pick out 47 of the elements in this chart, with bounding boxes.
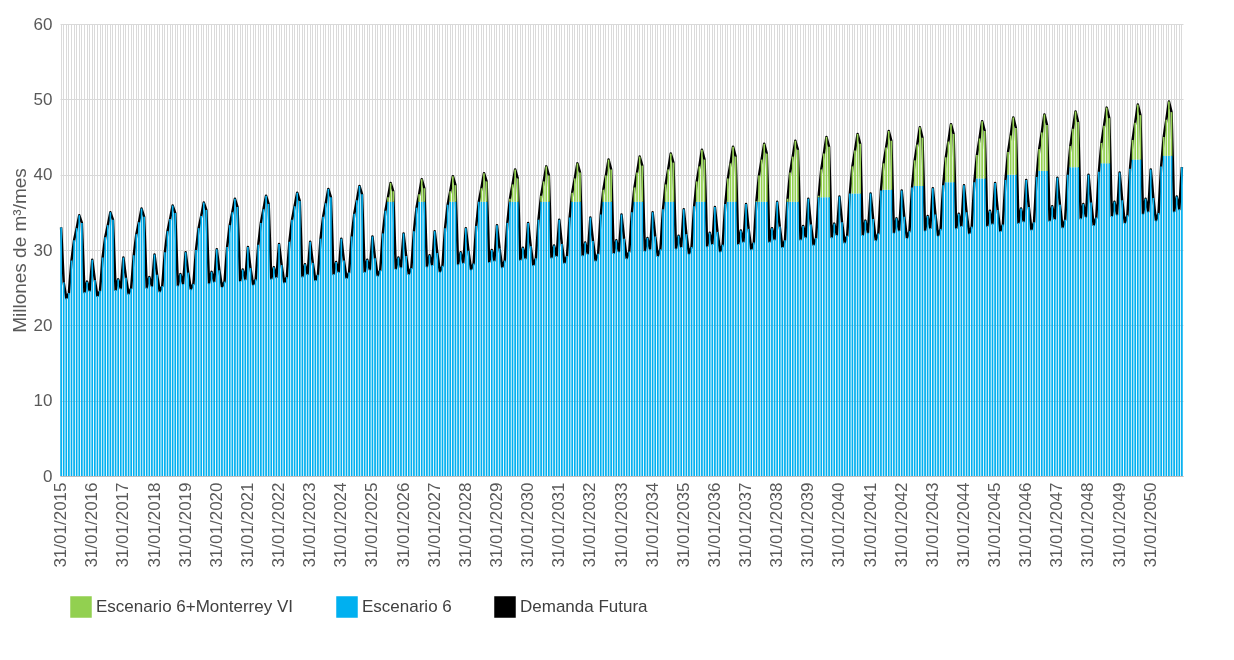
x-tick-label: 31/01/2020 xyxy=(206,482,226,568)
x-tick-label: 31/01/2047 xyxy=(1047,482,1067,568)
x-tick-label: 31/01/2035 xyxy=(673,482,693,568)
x-tick-label: 31/01/2018 xyxy=(144,482,164,568)
x-tick-label: 31/01/2023 xyxy=(300,482,320,568)
x-tick-label: 31/01/2025 xyxy=(362,482,382,568)
legend-label: Escenario 6+Monterrey VI xyxy=(96,597,294,616)
x-tick-label: 31/01/2016 xyxy=(82,482,102,568)
x-tick-label: 31/01/2048 xyxy=(1078,482,1098,568)
y-tick-label: 30 xyxy=(33,240,53,260)
x-tick-label: 31/01/2026 xyxy=(393,482,413,568)
y-tick-label: 50 xyxy=(33,89,53,109)
x-tick-label: 31/01/2044 xyxy=(953,482,973,568)
x-tick-label: 31/01/2015 xyxy=(51,482,71,568)
x-tick-label: 31/01/2024 xyxy=(331,482,351,568)
y-axis-title: Millones de m³/mes xyxy=(8,168,30,333)
x-tick-label: 31/01/2049 xyxy=(1109,482,1129,568)
y-tick-label: 0 xyxy=(43,466,53,486)
x-tick-label: 31/01/2028 xyxy=(455,482,475,568)
x-tick-label: 31/01/2037 xyxy=(736,482,756,568)
x-tick-label: 31/01/2043 xyxy=(922,482,942,568)
x-tick-label: 31/01/2050 xyxy=(1140,482,1160,568)
x-tick-label: 31/01/2033 xyxy=(611,482,631,568)
x-tick-label: 31/01/2027 xyxy=(424,482,444,568)
x-tick-label: 31/01/2045 xyxy=(985,482,1005,568)
x-tick-label: 31/01/2031 xyxy=(549,482,569,568)
x-tick-label: 31/01/2036 xyxy=(704,482,724,568)
y-tick-label: 60 xyxy=(33,14,53,34)
x-tick-label: 31/01/2039 xyxy=(798,482,818,568)
y-tick-label: 10 xyxy=(33,391,53,411)
y-tick-label: 20 xyxy=(33,315,53,335)
x-tick-label: 31/01/2022 xyxy=(269,482,289,568)
x-tick-label: 31/01/2029 xyxy=(486,482,506,568)
x-tick-label: 31/01/2021 xyxy=(237,482,257,568)
y-tick-label: 40 xyxy=(33,165,53,185)
x-tick-label: 31/01/2030 xyxy=(518,482,538,568)
x-tick-label: 31/01/2034 xyxy=(642,482,662,568)
x-tick-label: 31/01/2046 xyxy=(1016,482,1036,568)
x-tick-label: 31/01/2040 xyxy=(829,482,849,568)
x-tick-label: 31/01/2041 xyxy=(860,482,880,568)
x-tick-label: 31/01/2042 xyxy=(891,482,911,568)
x-tick-label: 31/01/2019 xyxy=(175,482,195,568)
x-tick-label: 31/01/2017 xyxy=(113,482,133,568)
legend-label: Escenario 6 xyxy=(362,597,452,616)
x-tick-label: 31/01/2038 xyxy=(767,482,787,568)
legend-label: Demanda Futura xyxy=(520,597,649,616)
x-tick-label: 31/01/2032 xyxy=(580,482,600,568)
